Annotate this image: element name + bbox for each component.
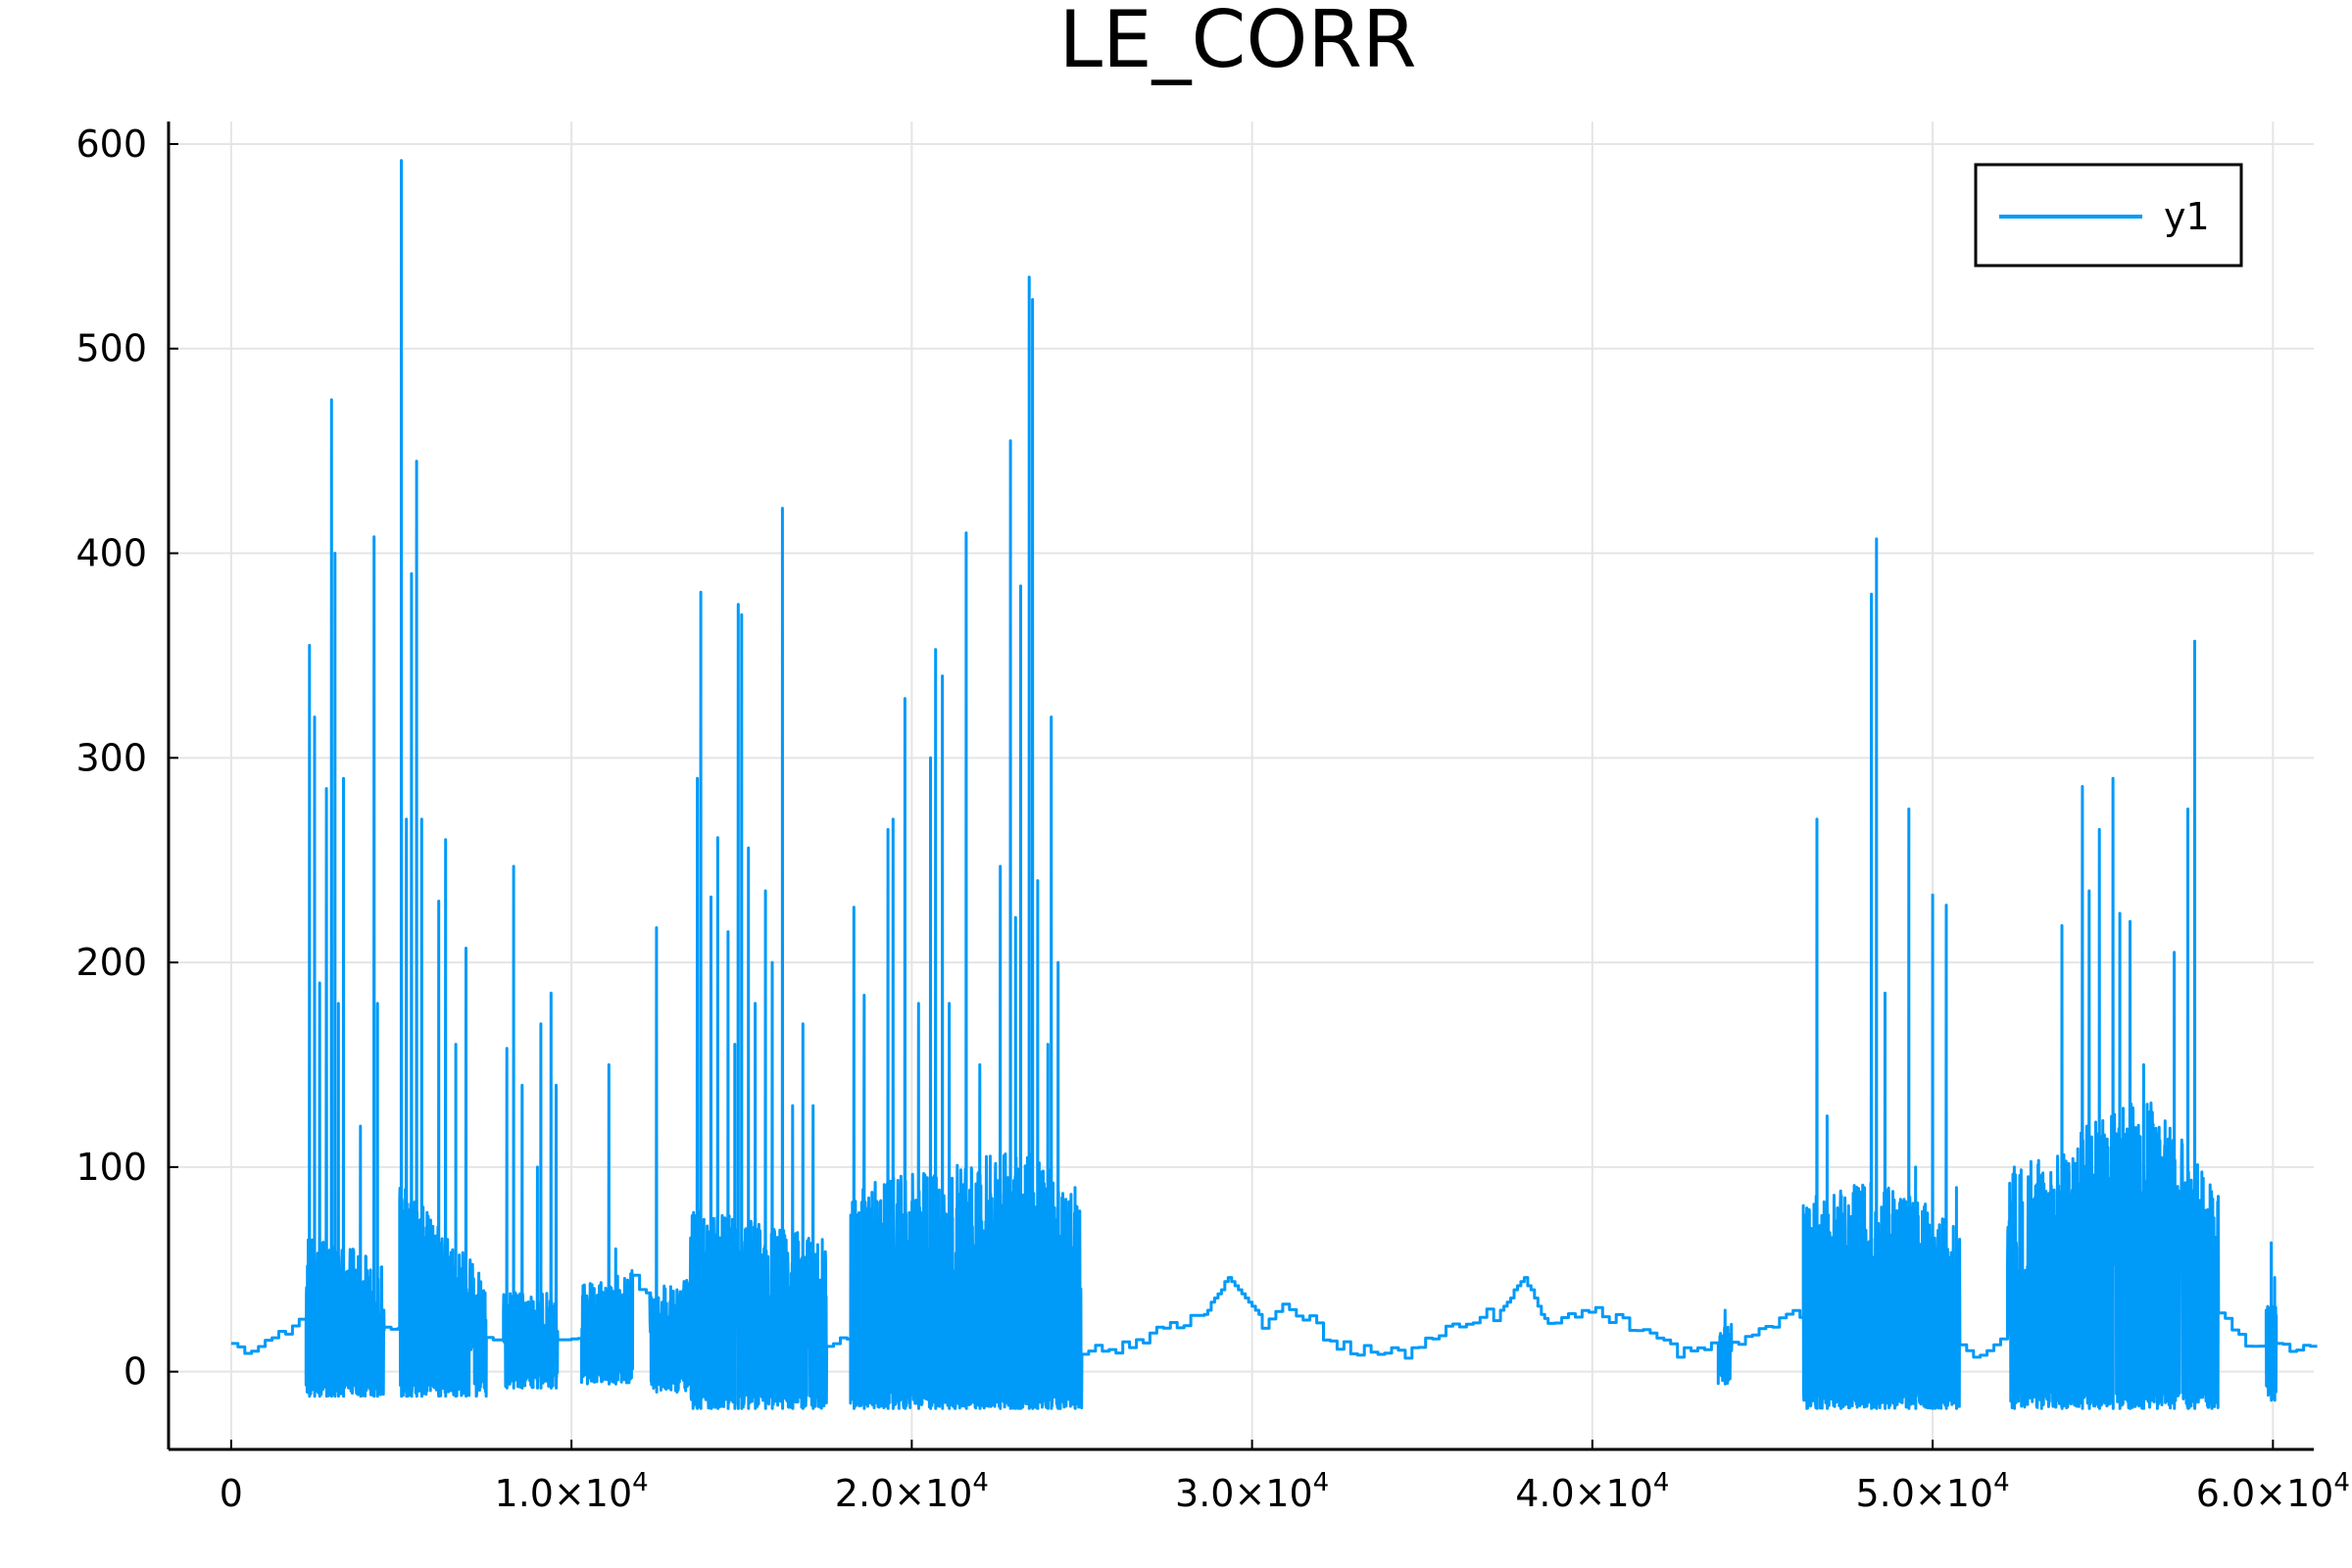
grid xyxy=(169,122,2314,1449)
x-tick-label: 5.0×104 xyxy=(1855,1468,2009,1515)
axes xyxy=(167,122,2314,1451)
y-tick-label: 400 xyxy=(75,532,147,575)
y-tick-label: 0 xyxy=(123,1350,147,1394)
x-tick-label: 1.0×104 xyxy=(495,1468,649,1515)
y-tick-label: 100 xyxy=(75,1146,147,1189)
chart-title: LE_CORR xyxy=(1058,0,1416,85)
y-tick-label: 200 xyxy=(75,941,147,984)
x-tick-label: 3.0×104 xyxy=(1175,1468,1329,1515)
series-layer xyxy=(230,159,2318,1410)
y-tick-label: 600 xyxy=(75,122,147,166)
x-tick-label: 0 xyxy=(220,1472,243,1515)
x-tick-label: 6.0×104 xyxy=(2196,1468,2350,1515)
legend: y1 xyxy=(1974,163,2243,268)
x-tick-label: 4.0×104 xyxy=(1515,1468,1669,1515)
tick-labels: 0 100 200 300 400 500 600 0 1.0×104 2.0×104 3.0×10… xyxy=(75,122,2349,1515)
x-tick-label: 2.0×104 xyxy=(835,1468,989,1515)
y-tick-label: 300 xyxy=(75,736,147,779)
y-tick-label: 500 xyxy=(75,327,147,370)
series-line-y1 xyxy=(230,159,2318,1410)
legend-label-y1: y1 xyxy=(2164,195,2210,238)
